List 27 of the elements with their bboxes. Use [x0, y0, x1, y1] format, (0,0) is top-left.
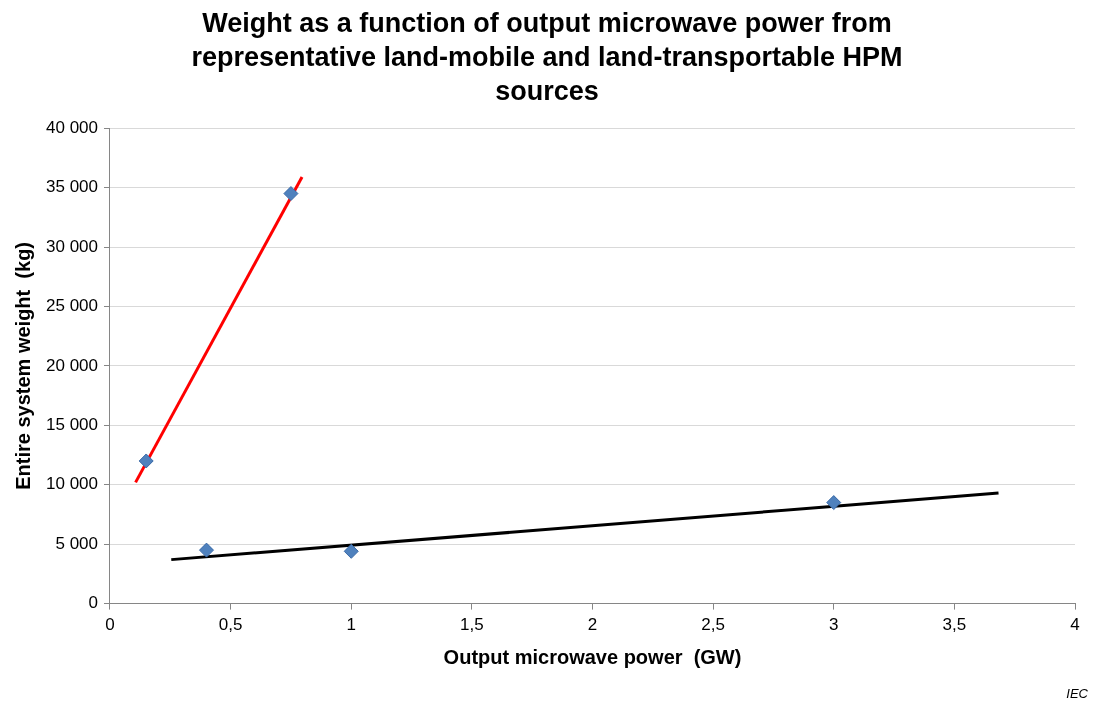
y-tick-label: 25 000 [46, 296, 98, 316]
point [283, 186, 299, 202]
x-tick-label: 0 [105, 615, 115, 635]
point [138, 453, 154, 469]
point [199, 542, 214, 558]
y-tick-label: 20 000 [46, 355, 98, 375]
y-axis-title: Entire system weight (kg) [11, 241, 34, 490]
y-tick-label: 0 [88, 593, 98, 613]
point [343, 543, 359, 559]
x-tick-label: 1,5 [460, 615, 484, 635]
y-tick-label: 40 000 [46, 117, 98, 137]
x-tick-label: 1 [346, 615, 356, 635]
y-tick-label: 35 000 [46, 177, 98, 197]
x-tick-label: 2 [587, 615, 598, 635]
x-tick-label: 4 [1070, 615, 1080, 635]
y-tick-label: 15 000 [46, 415, 98, 435]
x-tick-label: 3,5 [942, 615, 967, 635]
text: IEC [1066, 686, 1088, 701]
y-tick-label: 10 000 [46, 474, 98, 494]
point [826, 495, 842, 511]
y-tick-label: 5 000 [55, 533, 98, 553]
x-tick-label: 0,5 [218, 615, 243, 635]
x-axis-title: Output microwave power (GW) [443, 645, 742, 668]
x-tick-label: 3 [829, 615, 839, 635]
y-tick-label: 30 000 [46, 236, 98, 256]
chart-title: Weight as a function of output microwave power from representative land-mobile and land-transportable HPM sources [190, 7, 904, 108]
x-tick-label: 2,5 [701, 615, 725, 635]
